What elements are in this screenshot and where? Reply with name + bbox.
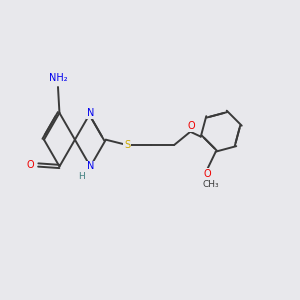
- Text: H: H: [78, 172, 85, 181]
- Text: O: O: [188, 121, 196, 131]
- Text: O: O: [26, 160, 34, 170]
- Text: O: O: [204, 169, 211, 179]
- Text: CH₃: CH₃: [202, 180, 219, 189]
- Text: S: S: [124, 140, 130, 150]
- Text: N: N: [87, 108, 94, 118]
- Text: NH₂: NH₂: [49, 73, 67, 83]
- Text: N: N: [87, 161, 94, 172]
